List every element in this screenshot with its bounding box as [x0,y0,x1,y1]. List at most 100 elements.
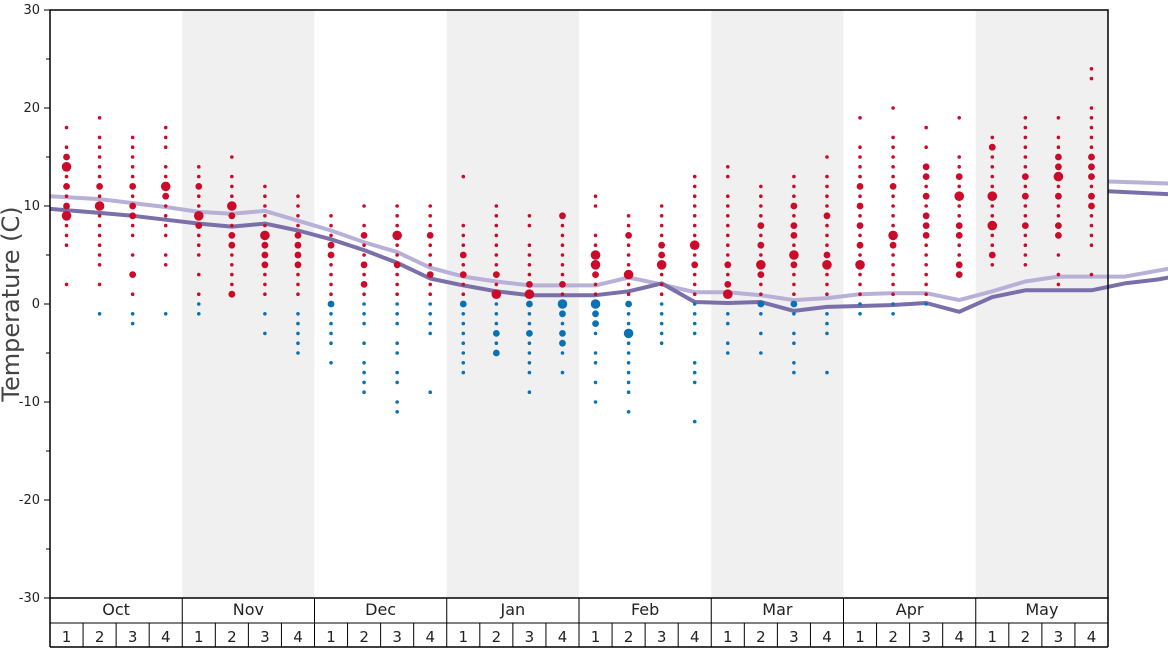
cold-point [527,312,532,316]
week-label: 2 [95,628,105,646]
warm-point [626,292,631,297]
warm-point [858,253,862,257]
warm-point [492,271,500,278]
warm-point [955,173,963,181]
week-label: 3 [392,628,402,646]
cold-point [759,312,763,316]
y-tick-label: 10 [23,199,40,214]
warm-point [1089,184,1094,189]
warm-point [858,272,862,277]
cold-point [559,310,566,318]
warm-point [858,116,862,120]
cold-point [395,380,399,385]
warm-point [362,204,366,208]
warm-point [196,243,201,247]
cold-point [659,302,664,306]
warm-point [296,272,300,277]
warm-point [757,271,765,278]
warm-point [626,282,631,287]
cold-point [757,300,765,308]
warm-point [559,212,566,220]
cold-point [526,300,533,308]
warm-point [825,243,829,247]
warm-point [329,233,333,238]
warm-point [97,282,102,287]
warm-point [527,253,532,257]
cold-point [527,351,532,355]
warm-point [724,281,732,288]
warm-point [922,212,930,220]
cold-point [362,380,366,385]
warm-point [230,263,234,267]
warm-point [825,184,829,189]
warm-point [1056,253,1061,257]
warm-point [658,241,666,249]
warm-point [625,232,632,239]
week-label: 1 [194,628,204,646]
warm-point [1088,173,1095,181]
warm-point [1056,184,1061,189]
warm-point [990,243,995,247]
warm-point [692,272,697,277]
warm-point [196,174,201,179]
warm-point [924,204,928,208]
warm-point [889,241,897,249]
warm-point [987,220,998,231]
warm-point [858,282,862,287]
warm-point [692,204,697,208]
week-label: 3 [128,628,138,646]
y-tick-label: 0 [32,297,40,312]
warm-point [922,222,930,230]
warm-point [891,223,895,228]
cold-point [759,351,763,355]
warm-point [461,223,466,228]
cold-point [559,339,566,347]
warm-point [692,194,697,198]
month-band [182,10,315,598]
cold-point [196,302,201,306]
warm-point [626,223,631,228]
warm-point [759,194,763,198]
cold-point [792,331,796,336]
cold-point [395,410,399,414]
warm-point [825,204,829,208]
warm-point [725,204,730,208]
warm-point [725,194,730,198]
warm-point [129,183,137,190]
y-tick-label: -30 [19,591,40,606]
warm-point [792,272,796,277]
warm-point [130,233,135,238]
warm-point [856,183,864,190]
cold-point [692,302,697,306]
cold-point [692,331,697,336]
cold-point [626,380,631,385]
warm-point [792,194,796,198]
cold-point [329,341,333,346]
warm-point [163,174,168,179]
cold-point [792,361,796,365]
warm-point [856,241,864,249]
warm-point [196,253,201,257]
warm-point [1089,223,1094,228]
cold-point [825,370,829,375]
warm-point [1055,192,1062,200]
warm-point [196,194,201,198]
warm-point [957,116,962,120]
cold-point [626,341,631,346]
warm-point [61,211,72,221]
cold-point [163,312,168,316]
warm-point [1023,125,1028,130]
warm-point [725,223,730,228]
cold-point [329,331,333,336]
warm-point [792,174,796,179]
warm-point [792,214,796,218]
warm-point [362,292,366,297]
warm-point [759,214,763,218]
warm-point [296,194,300,198]
warm-point [228,212,236,220]
warm-point [524,289,535,300]
cold-point [623,328,634,339]
cold-point [858,312,862,316]
